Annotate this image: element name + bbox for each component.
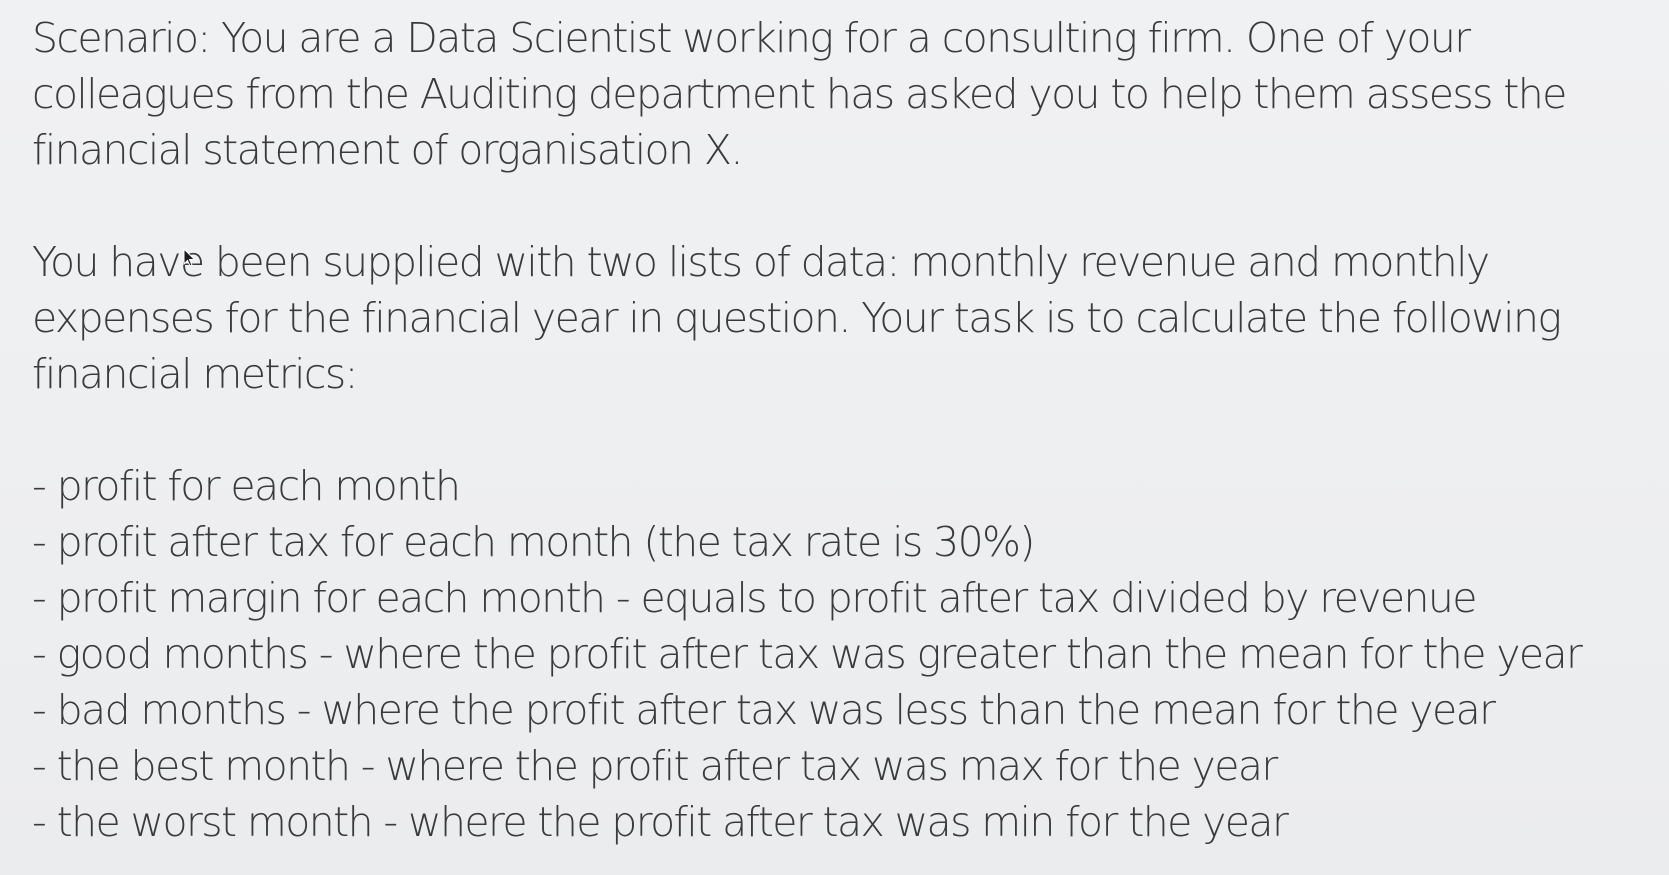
paragraph-spacer — [32, 178, 1652, 234]
paragraph-spacer — [32, 402, 1652, 458]
slide-content: Scenario: You are a Data Scientist worki… — [32, 10, 1652, 850]
metric-item: - bad months - where the profit after ta… — [32, 686, 1496, 734]
metrics-list: - profit for each month - profit after t… — [32, 458, 1652, 850]
metric-item: - profit for each month — [32, 462, 461, 510]
scenario-line: colleagues from the Auditing department … — [32, 70, 1567, 118]
metric-item: - good months - where the profit after t… — [32, 630, 1583, 678]
metric-item: - profit after tax for each month (the t… — [32, 518, 1035, 566]
task-line: expenses for the financial year in quest… — [32, 294, 1562, 342]
task-paragraph: You have been supplied with two lists of… — [32, 234, 1652, 402]
scenario-paragraph: Scenario: You are a Data Scientist worki… — [32, 10, 1652, 178]
task-line: You have been supplied with two lists of… — [32, 238, 1490, 286]
task-line: financial metrics: — [32, 350, 358, 398]
metric-item: - the worst month - where the profit aft… — [32, 798, 1289, 846]
metric-item: - the best month - where the profit afte… — [32, 742, 1278, 790]
metric-item: - profit margin for each month - equals … — [32, 574, 1478, 622]
scenario-line: Scenario: You are a Data Scientist worki… — [32, 14, 1471, 62]
scenario-line: financial statement of organisation X. — [32, 126, 743, 174]
mouse-pointer-icon — [183, 248, 196, 267]
